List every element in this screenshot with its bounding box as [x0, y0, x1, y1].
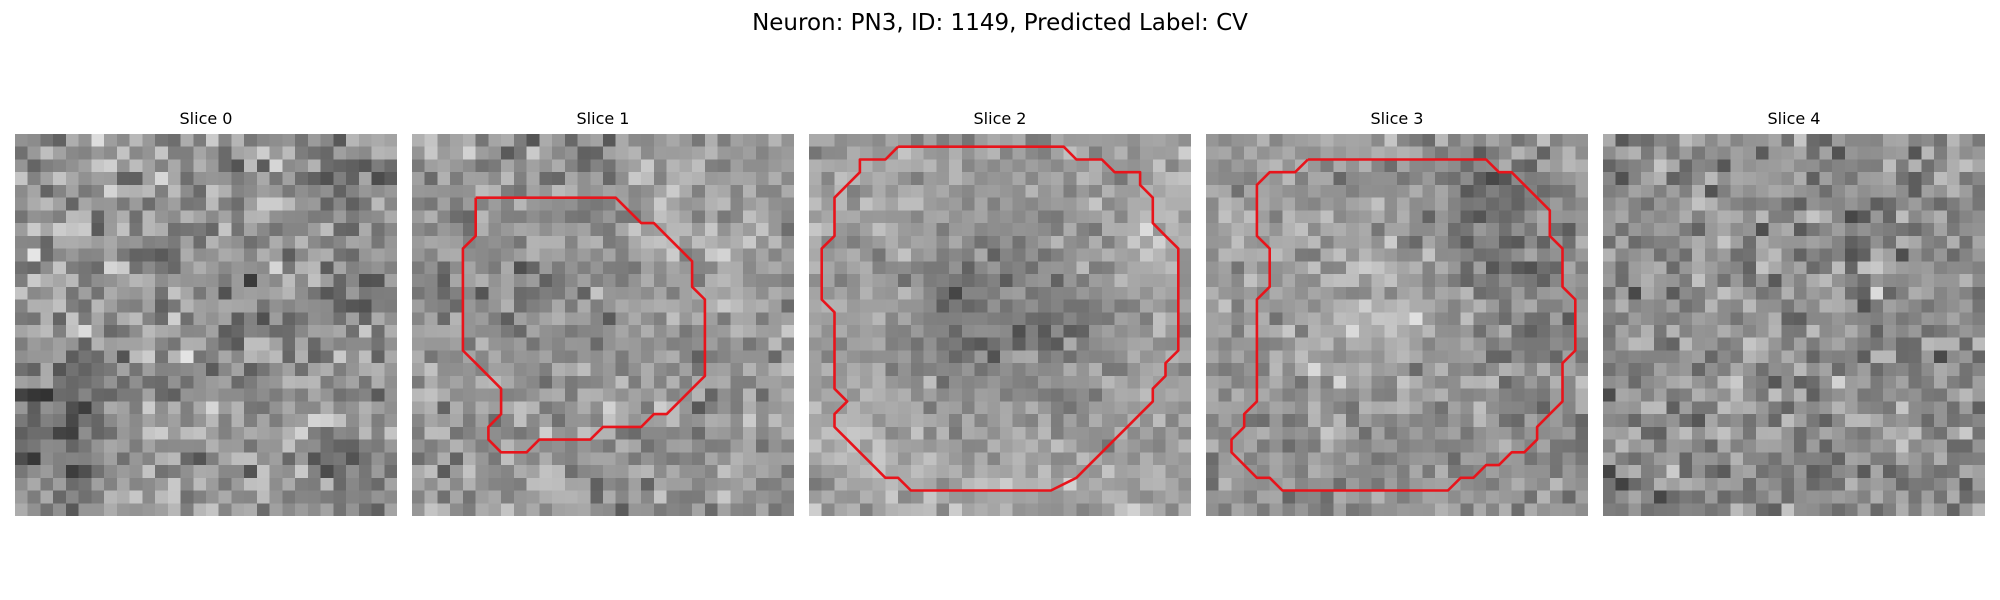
slice-title-2: Slice 2 [973, 109, 1027, 128]
roi-contour-1 [461, 196, 707, 454]
slice-panel-3: Slice 3 [1206, 108, 1588, 518]
slice-image-3 [1206, 134, 1588, 516]
slice-title-4: Slice 4 [1767, 109, 1821, 128]
slice-panel-2: Slice 2 [809, 108, 1191, 518]
slice-panel-1: Slice 1 [412, 108, 794, 518]
slice-image-4 [1603, 134, 1985, 516]
slice-image-1 [412, 134, 794, 516]
roi-contour-2 [820, 145, 1180, 492]
figure-title: Neuron: PN3, ID: 1149, Predicted Label: … [752, 10, 1248, 36]
slice-image-0 [15, 134, 397, 516]
roi-contour-3 [1230, 158, 1577, 492]
slice-image-2 [809, 134, 1191, 516]
slice-panel-4: Slice 4 [1603, 108, 1985, 518]
slice-title-3: Slice 3 [1370, 109, 1424, 128]
slice-title-1: Slice 1 [576, 109, 630, 128]
slice-panel-0: Slice 0 [15, 108, 397, 518]
slice-title-0: Slice 0 [179, 109, 233, 128]
